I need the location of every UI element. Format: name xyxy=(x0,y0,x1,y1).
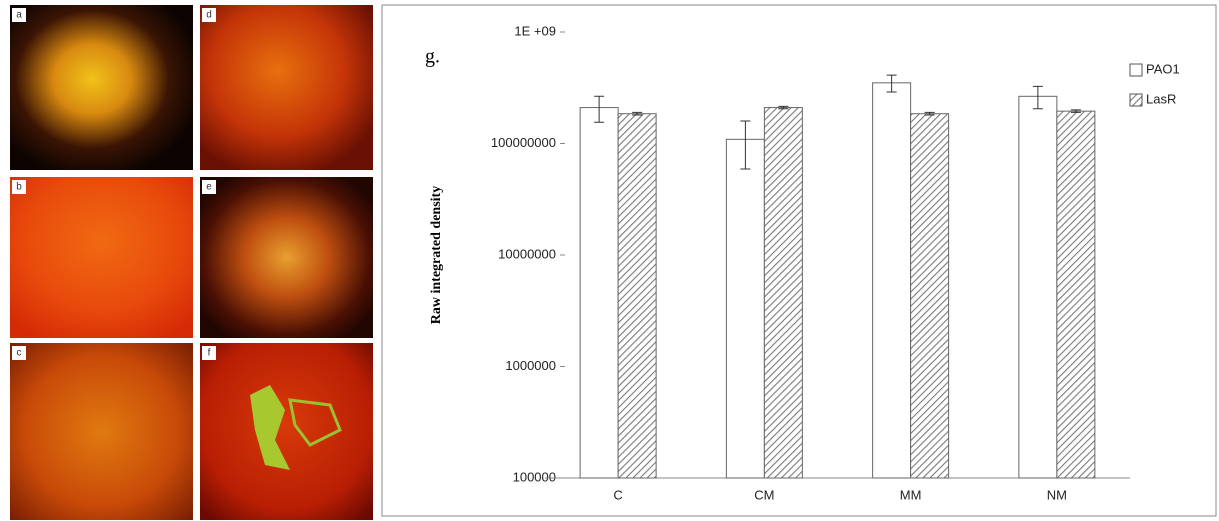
panel-label: a xyxy=(16,10,22,21)
x-tick-label: C xyxy=(613,487,622,502)
panel-label: c xyxy=(17,348,22,359)
bar xyxy=(1019,96,1057,478)
y-axis-label: Raw integrated density xyxy=(429,186,444,324)
micrograph xyxy=(10,5,193,170)
x-tick-label: NM xyxy=(1047,487,1067,502)
micrograph xyxy=(200,343,373,520)
panel-label: d xyxy=(206,10,212,21)
legend-label: PAO1 xyxy=(1146,61,1180,76)
y-tick-label: 10000000 xyxy=(498,246,556,261)
y-tick-label: 100000 xyxy=(513,469,556,484)
bar xyxy=(873,83,911,478)
figure: g. Raw integrated density a b c d e f 100000 10… xyxy=(0,0,1219,521)
legend-label: LasR xyxy=(1146,91,1176,106)
x-tick-label: MM xyxy=(900,487,922,502)
legend-swatch xyxy=(1130,94,1142,106)
micrographs xyxy=(10,5,373,520)
micrograph xyxy=(10,177,193,338)
micrograph xyxy=(200,5,373,170)
panel-label: e xyxy=(206,182,212,193)
panel-label: f xyxy=(208,348,211,359)
x-tick-label: CM xyxy=(754,487,774,502)
panel-annotation: g. xyxy=(425,46,440,68)
micrograph xyxy=(200,177,373,338)
panel-label: b xyxy=(16,182,22,193)
legend-swatch xyxy=(1130,64,1142,76)
bar xyxy=(764,108,802,478)
y-tick-label: 1000000 xyxy=(505,358,556,373)
y-tick-label: 100000000 xyxy=(491,135,556,150)
bar xyxy=(618,114,656,478)
bar xyxy=(1057,111,1095,478)
bar xyxy=(726,139,764,478)
y-tick-label: 1E +09 xyxy=(514,23,556,38)
bar xyxy=(911,114,949,478)
bar xyxy=(580,108,618,478)
micrograph xyxy=(10,343,193,520)
